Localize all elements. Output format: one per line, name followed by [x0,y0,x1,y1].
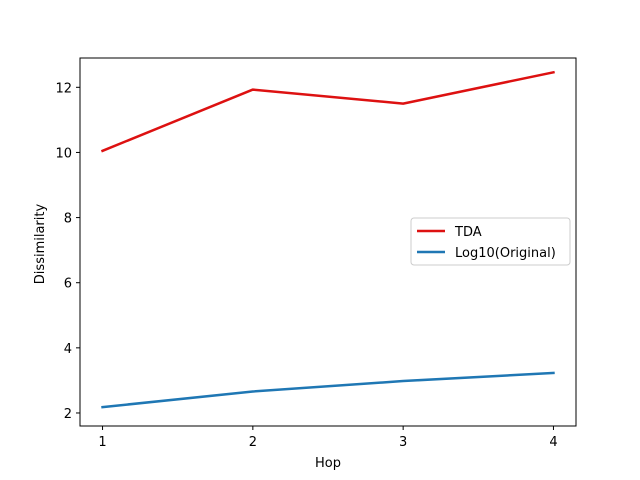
y-tick-label: 4 [64,342,72,357]
plot-frame [79,57,577,427]
y-axis: 2 4 6 8 10 12 [55,81,80,422]
series-lines [100,70,555,409]
legend-label: Log10(Original) [455,246,556,261]
x-tick-label: 4 [549,435,557,450]
series-line-0 [100,70,555,153]
x-tick-label: 2 [249,435,257,450]
y-tick-label: 10 [55,146,72,161]
y-tick-label: 2 [64,407,72,422]
plot-area [79,57,577,427]
x-axis: 1 2 3 4 [98,426,558,450]
legend-label: TDA [454,225,482,240]
y-axis-title: Dissimilarity [33,204,48,285]
series-line-1 [101,371,555,409]
y-tick-label: 6 [64,277,72,292]
legend-box [410,217,571,266]
y-tick-label: 12 [55,81,72,96]
y-tick-label: 8 [64,212,72,227]
x-tick-label: 3 [399,435,407,450]
legend: TDA Log10(Original) [410,217,571,266]
x-tick-label: 1 [98,435,106,450]
x-axis-title: Hop [315,456,341,471]
